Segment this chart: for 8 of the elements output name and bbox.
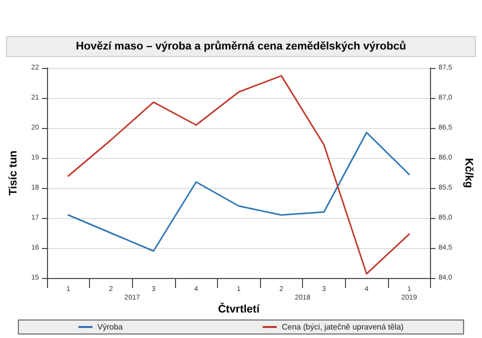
line-series — [68, 132, 410, 252]
x-axis-title: Čtvrtletí — [218, 302, 260, 316]
y2-axis-title: Kč/kg — [462, 158, 474, 188]
line-series — [68, 75, 410, 275]
y-axis-title: Tisíc tun — [8, 150, 20, 196]
legend-label: Výroba — [97, 322, 124, 332]
legend-label: Cena (býci, jatečně upravená těla) — [282, 322, 404, 332]
chart-title: Hovězí maso – výroba a průměrná cena zemědělských výrobců — [76, 40, 406, 52]
